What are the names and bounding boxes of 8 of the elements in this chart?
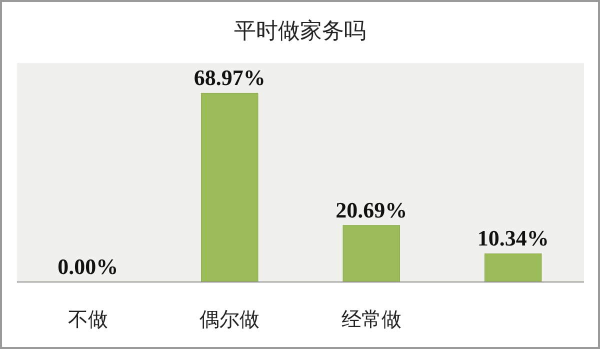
x-tick-label: 经常做 [341, 307, 402, 331]
data-label: 0.00% [58, 254, 118, 279]
data-label: 10.34% [477, 226, 549, 251]
chart-title: 平时做家务吗 [234, 19, 366, 44]
data-label: 20.69% [336, 197, 408, 222]
x-tick-label: 不做 [68, 307, 108, 331]
x-tick-label: 偶尔做 [200, 307, 260, 331]
data-label: 68.97% [194, 65, 266, 90]
